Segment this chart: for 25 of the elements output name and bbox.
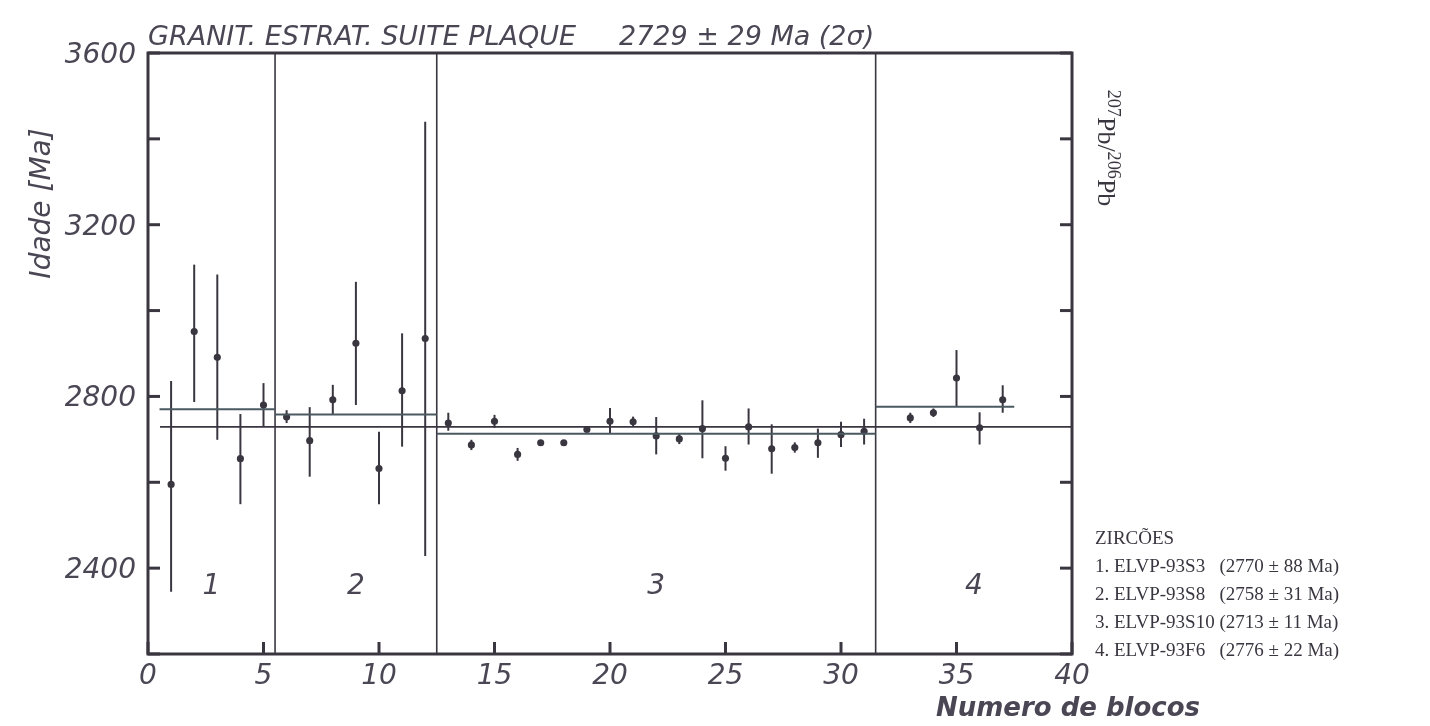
text: ZIRCÕES: [1095, 527, 1175, 548]
y-tick-label: 2400: [64, 551, 136, 585]
x-tick-label: 15: [476, 658, 513, 691]
y-tick-label: 2800: [64, 380, 136, 414]
text: 1. ELVP-93S3 (2770 ± 88 Ma): [1095, 555, 1340, 577]
text: 4. ELVP-93F6 (2776 ± 22 Ma): [1095, 639, 1340, 661]
text: 2. ELVP-93S8 (2758 ± 31 Ma): [1095, 583, 1340, 605]
y-axis-title: Idade [Ma]: [24, 128, 57, 279]
x-tick-label: 5: [254, 658, 273, 691]
x-tick-label: 35: [938, 658, 975, 691]
chart-title: GRANIT. ESTRAT. SUITE PLAQUE 2729 ± 29 Ma (2σ): [148, 20, 875, 51]
y-tick-label: 3600: [64, 36, 136, 70]
annotation: 4: [964, 568, 983, 601]
text: 3. ELVP-93S10 (2713 ± 11 Ma): [1095, 611, 1339, 633]
annotation: 3: [647, 568, 666, 601]
x-tick-label: 25: [707, 658, 744, 691]
x-tick-label: 10: [361, 658, 397, 691]
x-tick-label: 30: [823, 658, 859, 691]
annotation: 1: [202, 568, 221, 601]
x-axis-title: Numero de blocos: [935, 692, 1201, 722]
x-tick-label: 40: [1054, 658, 1090, 691]
x-tick-label: 20: [592, 658, 628, 691]
x-tick-label: 0: [139, 658, 157, 691]
y-tick-label: 3200: [64, 208, 136, 242]
annotation: 2: [346, 568, 365, 601]
